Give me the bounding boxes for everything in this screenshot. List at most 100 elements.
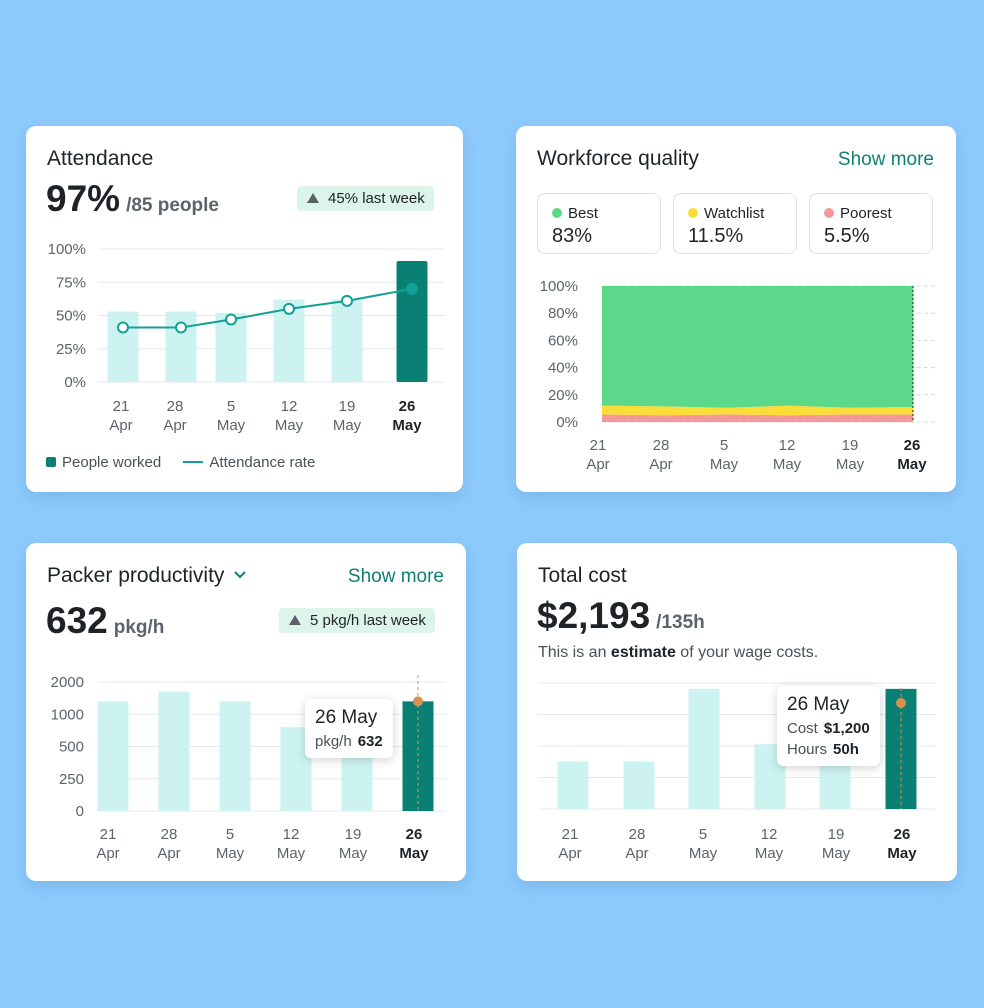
workforce-chart: 100% 80% 60% 40% 20% 0% 21 Apr 28 Apr 5 May 12 May 19 M… (540, 278, 936, 473)
stat-poorest-label: Poorest (824, 205, 892, 222)
tc-xtick-month: Apr (625, 845, 648, 862)
wq-area-poorest (602, 414, 913, 422)
cost-sub-pre: This is an (538, 644, 611, 661)
pp-ytick: 250 (59, 771, 84, 788)
pp-bar (158, 691, 190, 811)
att-ytick: 100% (48, 241, 86, 258)
wq-xtick-month: Apr (586, 456, 609, 473)
stat-best-label-text: Best (568, 205, 599, 222)
att-rate-point (175, 321, 187, 334)
triangle-up-icon (289, 615, 301, 625)
wq-xtick-month: Apr (649, 456, 672, 473)
packer-value: 632 pkg/h (46, 600, 164, 642)
stat-poorest-label-text: Poorest (840, 205, 892, 222)
tc-xtick-day: 19 (828, 826, 845, 843)
packer-tooltip-title: 26 May (315, 707, 378, 728)
wq-area-watchlist (602, 405, 913, 416)
tc-xtick-day: 28 (629, 826, 646, 843)
tc-xtick-month: May (755, 845, 784, 862)
packer-show-more-link[interactable]: Show more (347, 566, 444, 587)
att-xtick-day: 21 (113, 398, 130, 415)
attendance-rate-swatch-icon (183, 461, 204, 463)
att-bar (396, 260, 428, 382)
att-xtick-day: 28 (167, 398, 184, 415)
cost-tooltip-cost-row: Cost $1,200 (787, 720, 870, 737)
cost-tooltip: 26 May Cost $1,200 Hours 50h (777, 686, 880, 766)
packer-chart: 2000 1000 500 250 0 21 Apr 28 Apr 5 May 12 May 19 May 2… (51, 674, 446, 862)
wq-xtick-day: 5 (720, 437, 728, 454)
att-rate-point (406, 282, 418, 295)
stat-poorest: Poorest 5.5% (809, 193, 933, 254)
att-xtick-month: May (392, 417, 422, 434)
cost-tooltip-cost-label: Cost (787, 720, 818, 737)
wq-ytick: 0% (556, 414, 578, 431)
workforce-show-more-link[interactable]: Show more (837, 149, 934, 170)
pp-ytick: 0 (76, 803, 84, 820)
pp-xtick-month: May (399, 845, 429, 862)
tc-xtick-month: Apr (558, 845, 581, 862)
pp-xtick-month: May (277, 845, 306, 862)
att-rate-point (117, 321, 129, 334)
att-rate-point (283, 302, 295, 315)
watchlist-dot-icon (688, 208, 698, 218)
att-ytick: 50% (56, 308, 86, 325)
legend-attendance-rate: Attendance rate (209, 454, 316, 471)
packer-unit: pkg/h (113, 617, 165, 638)
packer-title-dropdown[interactable]: Packer productivity (47, 564, 247, 588)
pp-bar (97, 701, 129, 811)
pp-bar (219, 701, 251, 811)
packer-tooltip-value: 632 (357, 733, 383, 750)
attendance-badge: 45% last week (297, 186, 434, 211)
stat-watchlist: Watchlist 11.5% (673, 193, 797, 254)
wq-xtick-month: May (710, 456, 739, 473)
packer-tooltip-label: pkg/h (315, 733, 352, 750)
legend-people-worked: People worked (62, 454, 162, 471)
best-dot-icon (552, 208, 562, 218)
wq-ytick: 100% (540, 278, 578, 295)
cost-tooltip-hours-row: Hours 50h (787, 741, 870, 758)
tc-bar (819, 759, 851, 809)
packer-tooltip-row: pkg/h 632 (315, 733, 383, 750)
att-xtick-day: 5 (227, 398, 235, 415)
wq-ytick: 40% (548, 360, 578, 377)
tc-xtick-day: 12 (761, 826, 778, 843)
tc-xtick-month: May (689, 845, 718, 862)
poorest-dot-icon (824, 208, 834, 218)
cost-title: Total cost (538, 564, 627, 587)
cost-tooltip-hours-value: 50h (833, 741, 859, 758)
att-ytick: 75% (56, 274, 86, 291)
attendance-legend: People worked Attendance rate (46, 454, 315, 471)
attendance-unit: /85 people (126, 195, 219, 216)
att-xtick-month: May (333, 417, 362, 434)
wq-ytick: 20% (548, 387, 578, 404)
tc-bar (623, 761, 655, 809)
att-rate-point (341, 294, 353, 307)
packer-tooltip: 26 May pkg/h 632 (305, 699, 393, 758)
pp-ytick: 2000 (51, 674, 84, 691)
cost-tooltip-cost-value: $1,200 (823, 720, 870, 737)
tc-bar (688, 688, 720, 809)
wq-ytick: 60% (548, 332, 578, 349)
stat-watchlist-label: Watchlist (688, 205, 764, 222)
tc-xtick-day: 21 (562, 826, 579, 843)
packer-title: Packer productivity (47, 564, 225, 587)
cost-unit: /135h (656, 612, 705, 633)
workforce-title: Workforce quality (537, 147, 699, 170)
pp-xtick-day: 12 (283, 826, 300, 843)
attendance-value: 97%/85 people (46, 178, 219, 220)
pp-xtick-day: 5 (226, 826, 234, 843)
wq-xtick-day: 21 (590, 437, 607, 454)
att-xtick-month: May (217, 417, 246, 434)
attendance-value-number: 97% (46, 178, 121, 219)
people-worked-swatch-icon (46, 457, 56, 467)
cost-chart: 21 Apr 28 Apr 5 May 12 May 19 May 26 May (538, 682, 936, 862)
total-cost-card: Total cost $2,193/135h This is an estima… (517, 543, 957, 881)
packer-productivity-card: Packer productivity Show more 632 pkg/h 5… (26, 543, 466, 881)
pp-xtick-day: 19 (345, 826, 362, 843)
pp-xtick-day: 26 (406, 826, 423, 843)
pp-xtick-day: 28 (161, 826, 178, 843)
pp-ytick: 1000 (51, 706, 84, 723)
chevron-down-icon (234, 571, 247, 579)
pp-xtick-month: May (339, 845, 368, 862)
tc-xtick-day: 5 (699, 826, 707, 843)
